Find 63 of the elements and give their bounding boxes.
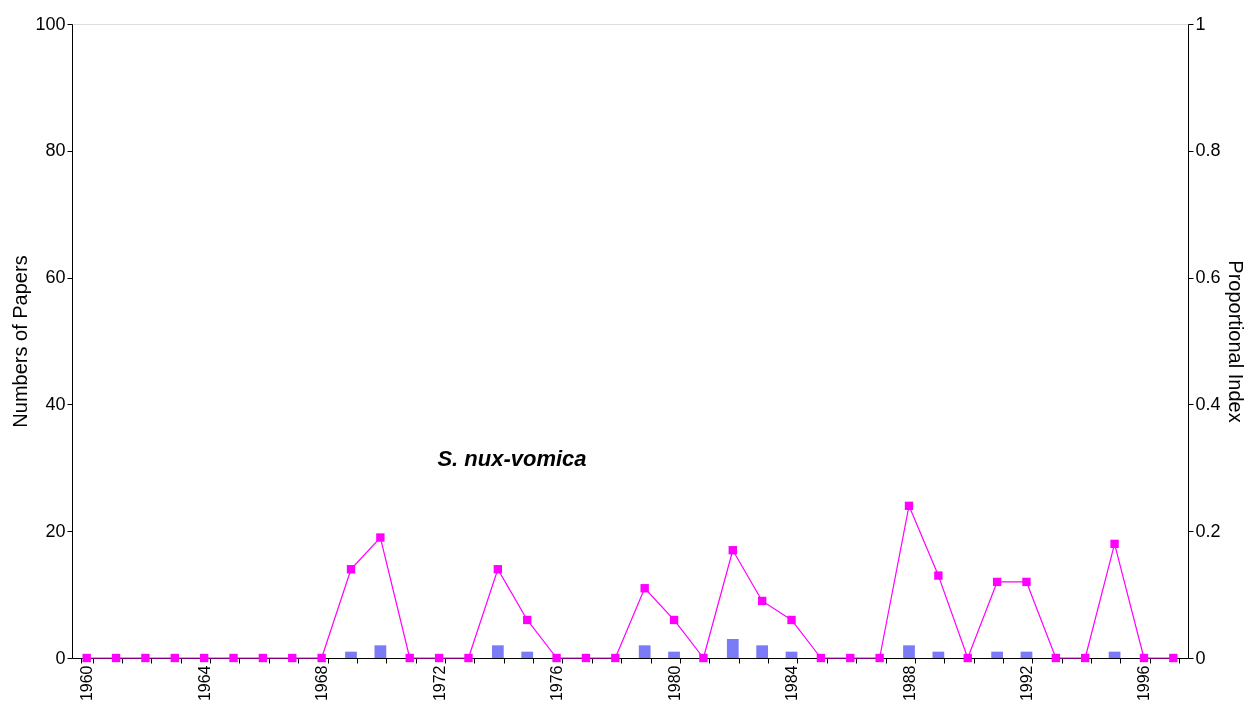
x-tick-label: 1968 xyxy=(313,665,331,702)
y-tick-label: 0 xyxy=(55,647,66,668)
point xyxy=(757,596,767,606)
x-tick-label: 1996 xyxy=(1135,665,1153,702)
point xyxy=(1081,653,1090,663)
x-tick-label: 1964 xyxy=(195,665,213,702)
annotation: S. nux-vomica xyxy=(437,446,587,471)
point xyxy=(1169,653,1178,663)
y-axis-title: Numbers of Papers xyxy=(9,255,32,428)
x-tick-label: 1972 xyxy=(430,665,448,702)
point xyxy=(669,615,679,625)
point xyxy=(199,653,209,663)
point xyxy=(82,653,91,663)
point xyxy=(846,653,855,663)
point xyxy=(640,584,649,593)
x-tick-label: 1960 xyxy=(78,665,96,702)
point xyxy=(434,653,444,663)
point xyxy=(1110,539,1119,549)
point xyxy=(611,653,620,663)
x-tick-label: 1976 xyxy=(548,665,566,702)
point xyxy=(1022,577,1031,587)
point xyxy=(1051,653,1061,663)
y2-tick-label: 1 xyxy=(1195,13,1206,34)
point xyxy=(581,653,591,663)
point xyxy=(904,501,914,511)
point xyxy=(934,571,943,580)
y2-tick-label: 0.8 xyxy=(1195,140,1221,161)
y2-tick-label: 0.4 xyxy=(1195,393,1221,414)
y2-tick-label: 0.2 xyxy=(1195,520,1221,541)
x-tick-label: 1980 xyxy=(665,665,683,702)
point xyxy=(288,653,297,663)
y-tick-label: 60 xyxy=(45,267,66,288)
y-tick-label: 40 xyxy=(45,393,66,414)
point xyxy=(111,653,121,663)
point xyxy=(258,653,268,663)
point xyxy=(493,565,503,574)
x-tick-label: 1988 xyxy=(900,665,918,702)
point xyxy=(816,653,826,663)
point xyxy=(464,653,473,663)
point xyxy=(787,615,796,625)
x-tick-label: 1984 xyxy=(783,665,801,702)
point xyxy=(170,653,179,663)
y2-axis-title: Proportional Index xyxy=(1224,260,1247,423)
y2-tick-label: 0.6 xyxy=(1195,267,1221,288)
point xyxy=(963,653,972,663)
point xyxy=(1139,653,1149,663)
point xyxy=(141,653,150,663)
point xyxy=(875,653,884,663)
point xyxy=(728,546,737,555)
point xyxy=(523,615,532,625)
point xyxy=(552,653,561,663)
y-tick-label: 100 xyxy=(35,13,66,34)
point xyxy=(992,577,1002,587)
point xyxy=(376,533,385,542)
y2-tick-label: 0 xyxy=(1195,647,1206,668)
point xyxy=(317,653,326,663)
x-tick-label: 1992 xyxy=(1017,665,1035,702)
point xyxy=(405,653,414,663)
point xyxy=(699,653,708,663)
y-tick-label: 80 xyxy=(45,140,66,161)
point xyxy=(346,565,356,574)
point xyxy=(229,653,238,663)
y-tick-label: 20 xyxy=(45,520,66,541)
